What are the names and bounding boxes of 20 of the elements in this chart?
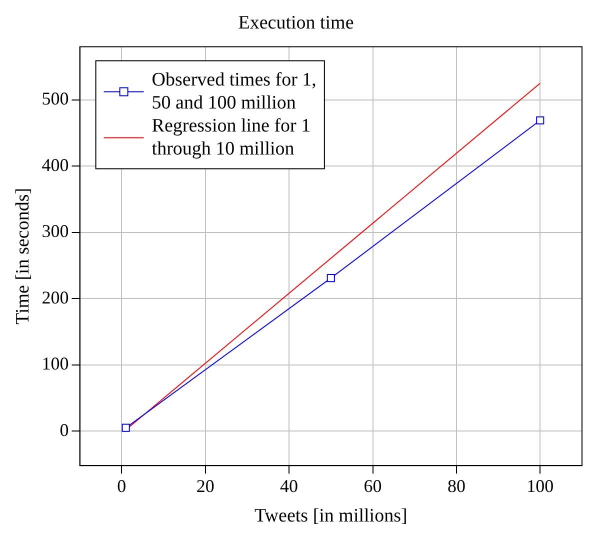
x-tick-label: 0 bbox=[117, 476, 126, 496]
y-tick-label: 500 bbox=[42, 88, 69, 109]
point bbox=[326, 274, 335, 282]
point bbox=[536, 116, 544, 124]
y-tick-label: 200 bbox=[42, 287, 69, 308]
chart-title: Execution time bbox=[238, 12, 354, 34]
x-axis-title: Tweets [in millions] bbox=[254, 506, 408, 527]
x-tick-label: 40 bbox=[280, 476, 298, 496]
y-axis-title: Time [in seconds] bbox=[12, 188, 34, 324]
y-tick-label: 300 bbox=[42, 221, 69, 242]
x-tick-label: 60 bbox=[364, 476, 382, 496]
y-tick-label: 0 bbox=[60, 420, 69, 440]
y-tick-label: 100 bbox=[42, 354, 69, 374]
point bbox=[122, 424, 130, 432]
x-tick-label: 100 bbox=[526, 476, 554, 496]
x-tick-label: 20 bbox=[196, 476, 214, 496]
y-tick-label: 400 bbox=[42, 154, 69, 175]
legend-label: Observed times for 1, 50 and 100 million bbox=[152, 69, 316, 114]
legend-label: Regression line for 1 through 10 million bbox=[152, 115, 311, 160]
x-tick-label: 80 bbox=[447, 476, 466, 496]
